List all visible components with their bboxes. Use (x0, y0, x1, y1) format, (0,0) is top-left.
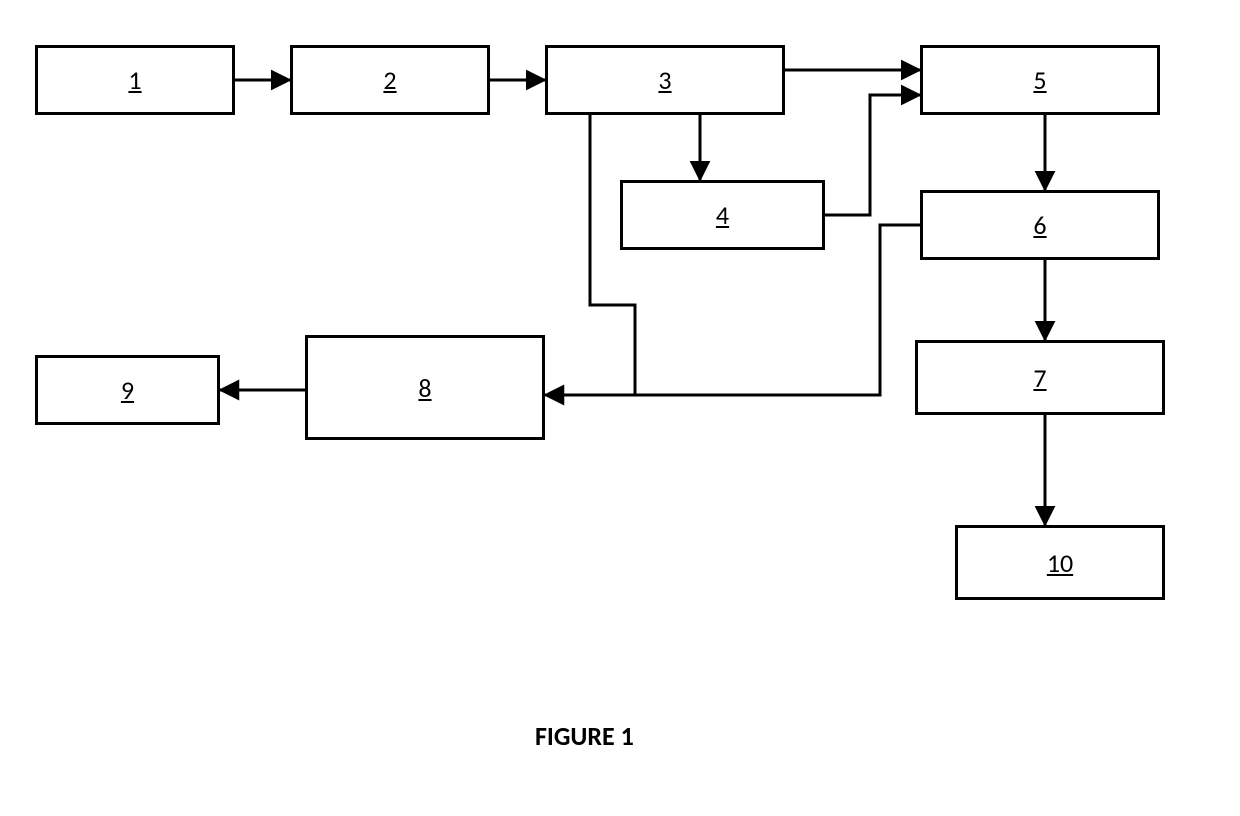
node-label: 4 (716, 199, 729, 231)
edge-n4-n5 (825, 95, 920, 215)
node-label: 9 (121, 374, 134, 406)
node-n3: 3 (545, 45, 785, 115)
node-n9: 9 (35, 355, 220, 425)
edge-n3-n8 (545, 115, 635, 395)
node-label: 7 (1033, 362, 1046, 394)
node-n7: 7 (915, 340, 1165, 415)
node-n8: 8 (305, 335, 545, 440)
node-label: 2 (383, 64, 396, 96)
node-n10: 10 (955, 525, 1165, 600)
node-label: 6 (1033, 209, 1046, 241)
node-label: 8 (418, 372, 431, 404)
node-n2: 2 (290, 45, 490, 115)
node-label: 5 (1033, 64, 1046, 96)
edge-n6-n8 (545, 225, 920, 395)
node-label: 10 (1047, 547, 1073, 579)
node-label: 1 (128, 64, 141, 96)
figure-caption: FIGURE 1 (535, 720, 634, 752)
node-n4: 4 (620, 180, 825, 250)
node-n5: 5 (920, 45, 1160, 115)
node-n1: 1 (35, 45, 235, 115)
node-label: 3 (658, 64, 671, 96)
node-n6: 6 (920, 190, 1160, 260)
